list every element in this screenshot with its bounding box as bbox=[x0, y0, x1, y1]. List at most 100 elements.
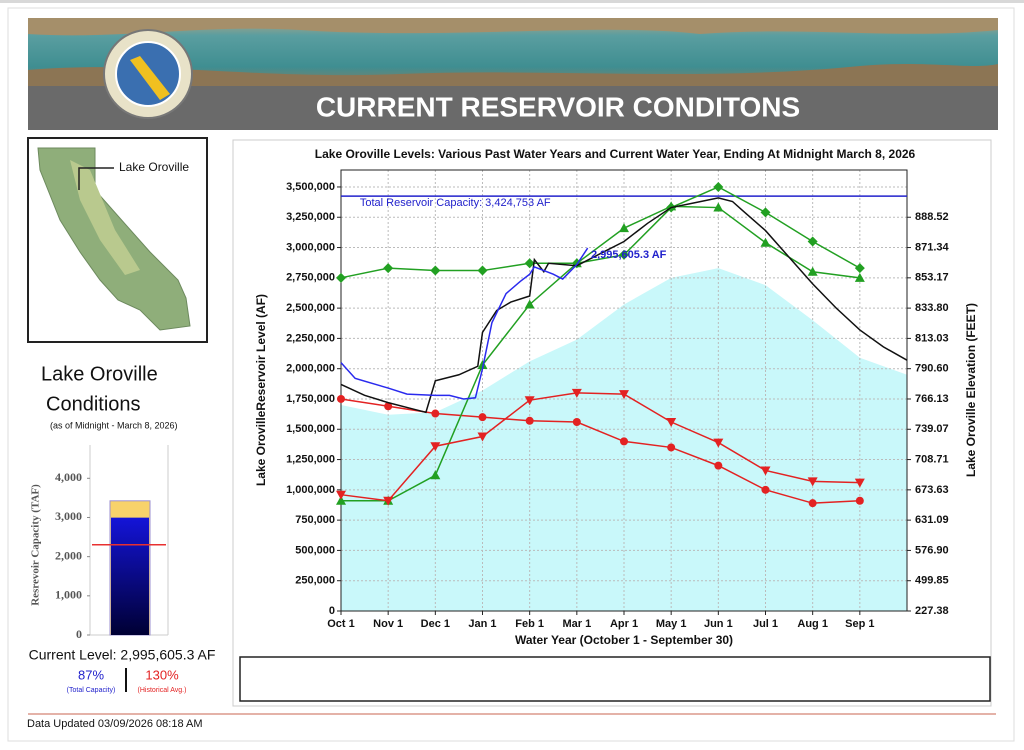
chart-title: Lake Oroville Levels: Various Past Water… bbox=[315, 147, 916, 161]
y2-tick-label: 853.17 bbox=[915, 272, 949, 284]
y2-tick-label: 833.80 bbox=[915, 302, 949, 314]
marker bbox=[854, 272, 865, 282]
series-line bbox=[340, 186, 861, 279]
shore bbox=[28, 64, 998, 88]
y-tick-label: 2,750,000 bbox=[286, 272, 335, 284]
marker bbox=[807, 266, 818, 276]
marker bbox=[431, 409, 440, 418]
banner-title: CURRENT RESERVOIR CONDITONS bbox=[316, 91, 800, 122]
marker bbox=[477, 360, 488, 370]
y2-tick-label: 766.13 bbox=[915, 393, 949, 405]
marker bbox=[383, 263, 394, 274]
marker bbox=[383, 496, 394, 506]
x-tick-label: Jan 1 bbox=[468, 618, 496, 630]
marker bbox=[713, 202, 724, 212]
marker bbox=[854, 478, 865, 488]
y-tick-label: 1,500,000 bbox=[286, 423, 335, 435]
marker bbox=[619, 249, 629, 260]
marker bbox=[666, 418, 677, 427]
y2-tick-label: 739.07 bbox=[915, 423, 949, 435]
y-tick-label: 3,000 bbox=[55, 509, 82, 523]
marker bbox=[760, 237, 771, 247]
marker bbox=[524, 396, 535, 406]
marker bbox=[619, 390, 629, 400]
x-tick-label: Jun 1 bbox=[704, 618, 733, 630]
y2-tick-label: 790.60 bbox=[915, 363, 949, 375]
marker bbox=[572, 418, 581, 426]
marker bbox=[807, 477, 818, 487]
y-tick-label: 2,500,000 bbox=[286, 302, 335, 314]
x-tick-label: Oct 1 bbox=[327, 618, 355, 630]
footer: Data Updated 03/09/2026 08:18 AM bbox=[27, 718, 203, 730]
y2-tick-label: 888.52 bbox=[915, 211, 949, 223]
series-line bbox=[340, 247, 589, 400]
series-line bbox=[340, 392, 860, 502]
hills bbox=[28, 18, 998, 36]
y2-tick-label: 631.09 bbox=[915, 514, 949, 526]
pct-capacity-label: (Total Capacity) bbox=[67, 687, 116, 694]
y2-tick-label: 708.71 bbox=[915, 453, 949, 465]
marker bbox=[477, 265, 488, 276]
seal-river bbox=[130, 56, 170, 100]
marker bbox=[478, 413, 487, 422]
marker bbox=[667, 443, 676, 452]
marker bbox=[430, 265, 441, 276]
marker bbox=[855, 496, 864, 505]
series-line bbox=[340, 197, 908, 414]
as-of: (as of Midnight - March 8, 2026) bbox=[50, 420, 178, 430]
capacity-chart: 0 1,000 2,000 3,000 4,000 Resrevoir Capacity … bbox=[30, 445, 169, 641]
y-tick-label: 1,750,000 bbox=[286, 393, 335, 405]
marker bbox=[760, 207, 771, 218]
annotation: 2,995,605.3 AF bbox=[591, 249, 667, 261]
y-tick-label: 4,000 bbox=[55, 470, 82, 484]
y2-tick-label: 499.85 bbox=[915, 575, 949, 587]
marker bbox=[336, 272, 346, 283]
y-tick-label: 2,000,000 bbox=[286, 363, 335, 375]
marker bbox=[525, 416, 534, 425]
banner: CURRENT RESERVOIR CONDITONS bbox=[28, 18, 998, 130]
top-border bbox=[0, 0, 1024, 3]
marker bbox=[807, 236, 818, 247]
series-line bbox=[340, 398, 860, 504]
marker bbox=[619, 223, 629, 233]
x-axis-title: Water Year (October 1 - September 30) bbox=[515, 633, 733, 647]
marker bbox=[384, 402, 393, 411]
x-tick-label: May 1 bbox=[656, 618, 687, 630]
y-tick-label: 500,000 bbox=[295, 544, 335, 556]
current-bar bbox=[111, 517, 149, 635]
y-tick-label: 1,000,000 bbox=[286, 484, 335, 496]
y-tick-label: 3,250,000 bbox=[286, 211, 335, 223]
marker bbox=[336, 495, 346, 505]
x-tick-label: Nov 1 bbox=[373, 618, 403, 630]
y-axis-title: Lake OrovilleReservoir Level (AF) bbox=[254, 294, 268, 486]
y2-tick-label: 813.03 bbox=[915, 332, 949, 344]
y-tick-label: 750,000 bbox=[295, 514, 335, 526]
marker bbox=[714, 461, 723, 470]
marker bbox=[713, 181, 724, 192]
annotation: Total Reservoir Capacity: 3,424,753 AF bbox=[360, 197, 551, 209]
valley bbox=[70, 160, 140, 275]
conditions-title: Conditions bbox=[46, 393, 141, 415]
y-tick-label: 0 bbox=[76, 627, 82, 641]
y-tick-label: 0 bbox=[329, 605, 335, 617]
marker bbox=[477, 432, 488, 442]
y-tick-label: 1,000 bbox=[55, 588, 82, 602]
pct-historical-label: (Historical Avg.) bbox=[138, 687, 187, 694]
marker bbox=[808, 499, 817, 508]
y-axis-title: Resrevoir Capacity (TAF) bbox=[30, 484, 42, 606]
y-tick-label: 2,250,000 bbox=[286, 332, 335, 344]
marker bbox=[620, 437, 628, 446]
marker bbox=[761, 485, 770, 494]
plot-frame bbox=[340, 169, 908, 612]
x-tick-label: Feb 1 bbox=[515, 618, 544, 630]
y2-tick-label: 871.34 bbox=[915, 241, 950, 253]
marker bbox=[430, 442, 441, 452]
y-tick-label: 3,000,000 bbox=[286, 241, 335, 253]
series-line bbox=[341, 205, 860, 502]
banner-band bbox=[28, 86, 998, 130]
x-tick-label: Jul 1 bbox=[753, 618, 778, 630]
y2-axis-title: Lake Oroville Elevation (FEET) bbox=[964, 303, 978, 477]
y2-tick-label: 673.63 bbox=[915, 484, 949, 496]
marker bbox=[854, 263, 865, 274]
